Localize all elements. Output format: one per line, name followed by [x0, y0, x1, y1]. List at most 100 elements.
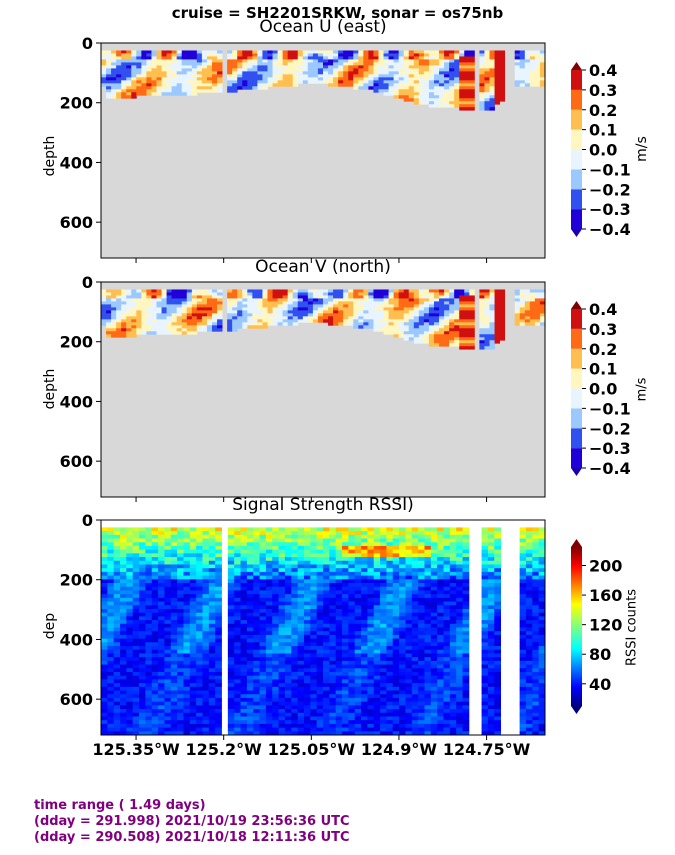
rssi-cell: [348, 620, 356, 625]
velocity-cell: [227, 325, 233, 329]
velocity-cell: [494, 301, 500, 305]
rssi-cell: [342, 627, 349, 632]
velocity-cell: [161, 50, 167, 54]
rssi-cell: [101, 694, 108, 699]
rssi-cell: [177, 542, 184, 547]
rssi-cell: [367, 701, 375, 706]
velocity-cell: [499, 89, 506, 93]
rssi-cell: [367, 683, 375, 688]
rssi-cell: [329, 634, 337, 640]
rssi-cell: [335, 545, 343, 551]
velocity-cell: [111, 289, 117, 293]
rssi-cell: [316, 653, 324, 658]
velocity-cell: [353, 322, 359, 326]
velocity-cell: [459, 346, 465, 350]
velocity-cell: [464, 319, 470, 323]
rssi-cell: [215, 605, 222, 610]
velocity-cell: [181, 65, 188, 69]
rssi-cell: [380, 679, 387, 684]
rssi-cell: [361, 649, 368, 654]
rssi-cell: [120, 634, 127, 640]
velocity-cell: [267, 313, 273, 317]
velocity-cell: [312, 62, 319, 66]
rssi-cell: [310, 675, 318, 680]
rssi-cell: [323, 590, 330, 595]
velocity-cell: [323, 80, 329, 84]
rssi-cell: [139, 542, 146, 547]
velocity-cell: [302, 50, 309, 54]
rssi-cell: [329, 542, 337, 547]
velocity-cell: [272, 65, 278, 69]
rssi-cell: [291, 531, 299, 536]
rssi-cell: [303, 590, 311, 595]
velocity-cell: [161, 65, 167, 69]
velocity-cell: [227, 50, 233, 54]
rssi-cell: [101, 571, 108, 577]
velocity-cell: [237, 68, 243, 72]
velocity-cell: [282, 68, 289, 72]
velocity-cell: [434, 65, 440, 69]
velocity-cell: [454, 74, 460, 78]
velocity-cell: [368, 319, 374, 323]
rssi-cell: [323, 697, 330, 703]
rssi-cell: [348, 616, 356, 621]
rssi-cell: [246, 634, 254, 640]
velocity-cell: [363, 295, 369, 299]
rssi-cell: [272, 723, 279, 728]
rssi-cell: [329, 664, 337, 669]
velocity-cell: [439, 313, 445, 317]
rssi-cell: [183, 649, 191, 654]
velocity-cell: [398, 50, 405, 54]
rssi-cell: [202, 542, 210, 547]
rssi-cell: [354, 657, 362, 662]
rssi-cell: [196, 553, 203, 558]
velocity-cell: [393, 331, 400, 335]
rssi-cell: [259, 634, 267, 640]
rssi-cell: [132, 542, 140, 547]
velocity-cell: [489, 62, 495, 66]
rssi-cell: [303, 531, 311, 536]
rssi-cell: [278, 564, 286, 569]
rssi-cell: [303, 664, 311, 669]
rssi-cell: [196, 675, 203, 680]
velocity-cell: [418, 68, 425, 72]
velocity-cell: [277, 50, 284, 54]
velocity-cell: [106, 331, 112, 335]
rssi-cell: [101, 705, 108, 710]
rssi-cell: [202, 597, 210, 602]
velocity-cell: [156, 83, 162, 87]
velocity-cell: [358, 298, 364, 302]
velocity-cell: [343, 298, 349, 302]
rssi-cell: [177, 608, 184, 614]
rssi-cell: [278, 686, 286, 691]
velocity-cell: [206, 65, 213, 69]
rssi-cell: [323, 694, 330, 699]
rssi-cell: [335, 590, 343, 595]
velocity-cell: [449, 316, 455, 320]
rssi-cell: [202, 605, 210, 610]
rssi-cell: [183, 590, 191, 595]
velocity-cell: [136, 59, 142, 63]
velocity-cell: [459, 50, 465, 54]
rssi-cell: [227, 557, 235, 562]
velocity-cell: [413, 298, 420, 302]
rssi-cell: [120, 568, 127, 573]
rssi-cell: [361, 686, 368, 691]
velocity-cell: [212, 86, 218, 90]
velocity-cell: [126, 65, 132, 69]
rssi-cell: [272, 664, 279, 669]
velocity-cell: [519, 68, 526, 72]
rssi-cell: [227, 727, 235, 732]
rssi-cell: [297, 605, 305, 610]
velocity-cell: [393, 95, 400, 99]
rssi-cell: [126, 531, 134, 536]
velocity-cell: [449, 53, 455, 57]
velocity-cell: [191, 86, 198, 90]
velocity-cell: [212, 65, 218, 69]
velocity-cell: [282, 62, 289, 66]
rssi-cell: [164, 727, 172, 732]
rssi-cell: [158, 701, 165, 706]
rssi-cell: [361, 586, 368, 591]
rssi-cell: [329, 571, 337, 577]
velocity-cell: [237, 322, 243, 326]
